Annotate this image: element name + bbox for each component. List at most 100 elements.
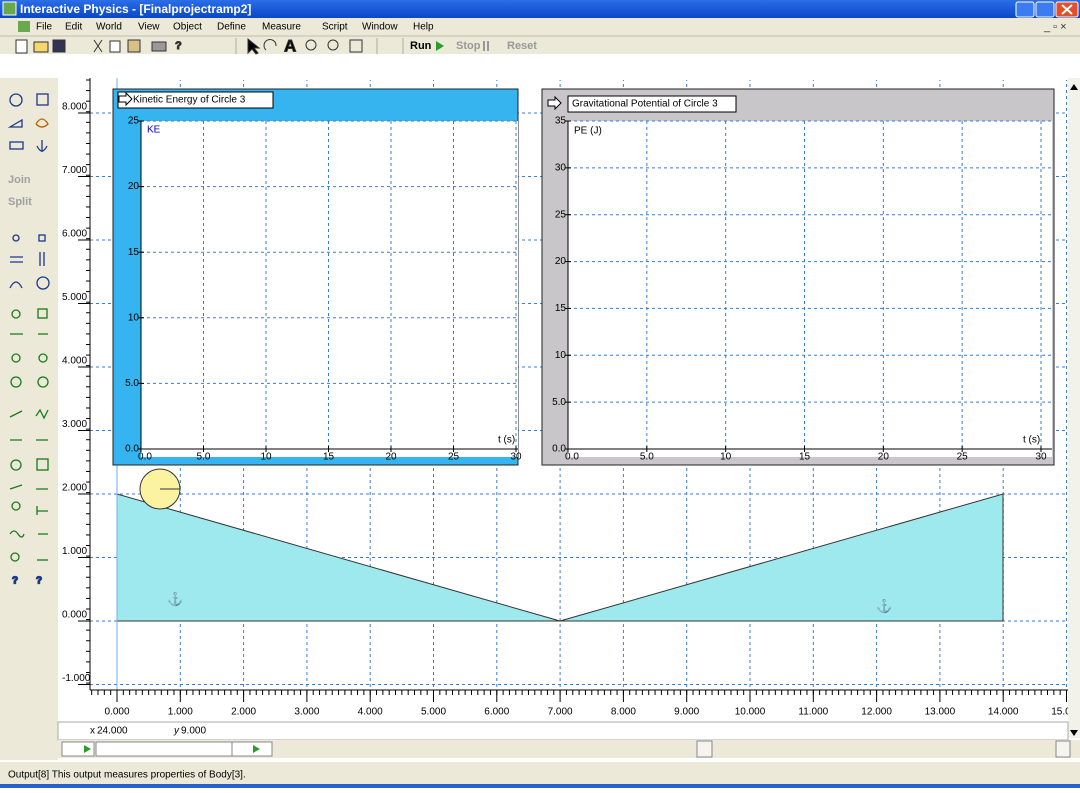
x-coord-value: 24.000 (97, 726, 128, 737)
plot-area (568, 121, 1052, 457)
menu-item[interactable]: View (138, 22, 160, 33)
rectangle-tool[interactable] (36, 93, 49, 106)
x-ruler-label: 6.000 (484, 707, 509, 718)
tape-step[interactable] (253, 745, 260, 753)
x-tick-label: 20 (385, 452, 397, 463)
tape-slider[interactable] (95, 741, 233, 757)
y-tick-label: 20 (555, 256, 567, 267)
zoom-in-tool[interactable] (305, 39, 317, 51)
scroll-up[interactable] (1070, 84, 1078, 90)
stop-icon (487, 41, 489, 51)
horizontal-scroll-thumb[interactable] (696, 740, 713, 758)
y-tick-label: 20 (128, 181, 140, 192)
y-tick-label: 5.0 (552, 397, 566, 408)
x-tick-label: 25 (957, 452, 969, 463)
mdi-controls: _ ▫ × (1043, 21, 1067, 33)
x-ruler-label: 4.000 (358, 707, 383, 718)
copy-button[interactable] (109, 40, 121, 53)
reset-button[interactable]: Reset (507, 40, 537, 52)
square-tool[interactable] (9, 141, 24, 150)
run-icon (436, 41, 444, 51)
run-button[interactable]: Run (410, 40, 432, 52)
y-ruler-label: 1.000 (62, 546, 87, 557)
y-tick-label: 30 (555, 162, 567, 173)
text-tool[interactable]: A (284, 36, 297, 56)
status-text: Output[8] This output measures propertie… (8, 770, 246, 781)
svg-text:?: ? (36, 576, 42, 587)
menu-item[interactable]: World (96, 22, 122, 33)
y-coord-value: 9.000 (181, 726, 206, 737)
menu-item[interactable]: File (36, 22, 53, 33)
rotate-tool[interactable] (263, 39, 277, 51)
arrow-tool[interactable] (247, 37, 261, 55)
close-icon (1061, 4, 1073, 15)
menu-item[interactable]: Measure (262, 22, 301, 33)
stop-button[interactable]: Stop (456, 40, 481, 52)
menu-item[interactable]: Script (322, 22, 348, 33)
menu-item[interactable]: Object (173, 22, 202, 33)
svg-text:?: ? (12, 576, 18, 587)
circle-tool[interactable] (9, 93, 23, 107)
vertical-scrollbar[interactable] (1068, 78, 1080, 738)
x-tick-label: 0.0 (565, 452, 579, 463)
coordinate-bar (57, 721, 1069, 741)
curved-slot-tool[interactable] (36, 276, 50, 290)
anchor-tool[interactable] (36, 140, 48, 152)
y-axis-label: KE (147, 125, 161, 136)
x-axis-label: t (s) (1023, 435, 1040, 446)
y-tick-label: 35 (555, 116, 567, 127)
square-point-tool[interactable] (38, 234, 46, 242)
meter-title: Kinetic Energy of Circle 3 (133, 95, 246, 106)
taskbar-edge (0, 784, 1080, 788)
tape-back[interactable] (61, 741, 95, 757)
maximize-button[interactable] (1035, 1, 1055, 18)
y-ruler-label: 8.000 (62, 102, 87, 113)
y-axis-label: PE (J) (574, 126, 602, 137)
y-ruler-label: 7.000 (62, 165, 87, 176)
save-button[interactable] (52, 39, 66, 53)
new-button[interactable] (15, 39, 28, 54)
meter-title-box (117, 91, 274, 109)
menu-item[interactable]: Window (362, 22, 398, 33)
menu-item[interactable]: Define (217, 22, 246, 33)
doc-icon (18, 21, 30, 32)
paste-button[interactable] (127, 39, 141, 53)
y-tick-label: 0.0 (552, 444, 566, 455)
x-ruler-label: 11.000 (798, 707, 828, 718)
scroll-right[interactable] (1055, 740, 1071, 758)
meter-title: Gravitational Potential of Circle 3 (572, 99, 718, 110)
print-button[interactable] (151, 41, 167, 52)
y-coord-label: y (173, 726, 180, 737)
y-ruler-label: 5.000 (62, 292, 87, 303)
cut-button[interactable] (93, 39, 103, 53)
status-bar (0, 762, 1080, 784)
y-tick-label: 25 (128, 116, 140, 127)
anchor-right: ⚓ (876, 598, 892, 613)
x-ruler-label: 5.000 (421, 707, 446, 718)
split-button[interactable]: Split (8, 196, 32, 208)
slot-tools[interactable] (10, 252, 45, 266)
minimize-button[interactable] (1015, 1, 1035, 18)
open-button[interactable] (33, 41, 49, 53)
x-ruler-label: 8.000 (611, 707, 636, 718)
scroll-down[interactable] (1070, 730, 1078, 736)
tape-play[interactable] (84, 745, 91, 753)
zoom-fit-tool[interactable] (349, 39, 363, 53)
zoom-out-tool[interactable] (327, 39, 339, 51)
app-icon (2, 1, 17, 16)
polygon-tool[interactable] (7, 118, 23, 128)
point-tool[interactable] (12, 234, 20, 242)
join-button[interactable]: Join (8, 174, 31, 186)
y-ruler-label: 4.000 (62, 356, 87, 367)
x-ruler-label: 12.000 (861, 707, 892, 718)
help-button[interactable]: ? (175, 39, 183, 52)
menu-item[interactable]: Help (413, 22, 434, 33)
vertical-ruler (58, 78, 90, 690)
curved-slot-tool[interactable] (9, 281, 23, 289)
title-bar (0, 0, 1080, 18)
window-title: Interactive Physics - [Finalprojectramp2… (20, 2, 251, 16)
curve-tool[interactable] (35, 118, 49, 128)
tape-forward[interactable] (231, 741, 273, 757)
menu-item[interactable]: Edit (65, 22, 82, 33)
